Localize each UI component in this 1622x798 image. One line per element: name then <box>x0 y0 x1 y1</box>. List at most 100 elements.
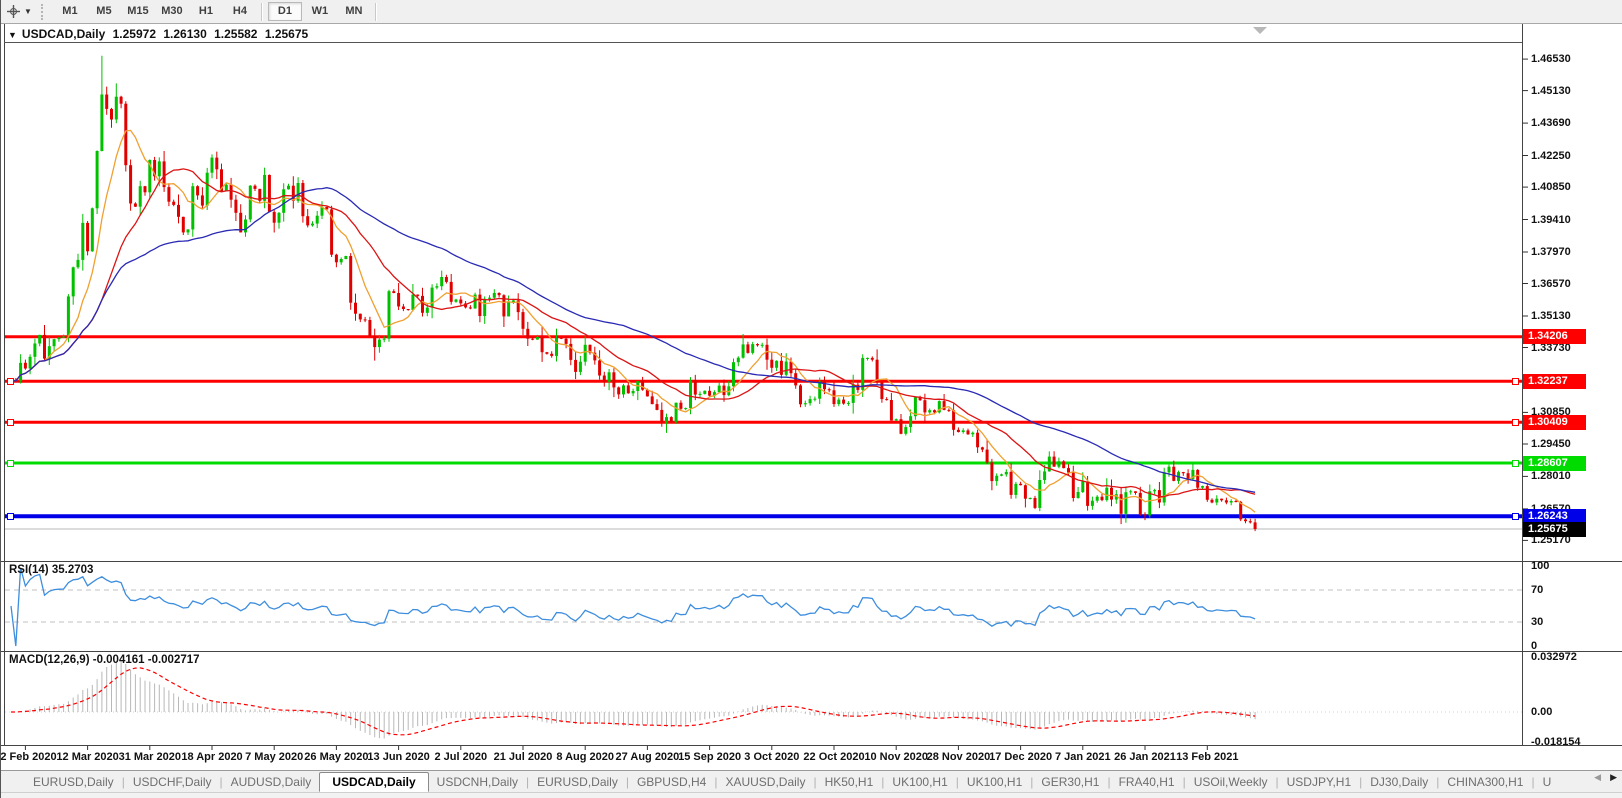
hline-price-label: 1.32237 <box>1523 373 1586 389</box>
price-tick: 1.45130 <box>1531 84 1571 97</box>
timeframe-button-m15[interactable]: M15 <box>127 5 149 17</box>
date-label: 28 Nov 2020 <box>926 751 991 763</box>
chart-menu-icon[interactable]: ▼ <box>8 30 17 40</box>
tab-audusd-daily[interactable]: AUDUSD,Daily <box>230 774 312 789</box>
price-tick: 1.25170 <box>1531 534 1571 547</box>
tab-china300-h1[interactable]: CHINA300,H1 <box>1447 774 1524 789</box>
date-label: 8 Aug 2020 <box>556 751 615 763</box>
price-tick: 1.33730 <box>1531 341 1571 354</box>
pane-separator-macd[interactable] <box>1 649 1622 653</box>
price-tick: 1.46530 <box>1531 53 1571 66</box>
macd-value-main: -0.004161 <box>92 654 145 666</box>
macd-value-signal: -0.002717 <box>147 654 200 666</box>
tab-dj30-daily[interactable]: DJ30,Daily <box>1370 774 1429 789</box>
tab-separator: | <box>881 774 885 789</box>
tab-gbpusd-h4[interactable]: GBPUSD,H4 <box>636 774 707 789</box>
hline-handle-left[interactable] <box>7 460 14 467</box>
date-label: 26 Jan 2021 <box>1114 751 1176 763</box>
tab-separator: | <box>1182 774 1186 789</box>
date-label: 7 May 2020 <box>245 751 304 763</box>
tab-usdcnh-daily[interactable]: USDCNH,Daily <box>436 774 519 789</box>
tab-separator: | <box>1275 774 1279 789</box>
main-plot-area[interactable] <box>5 44 1522 560</box>
timeframe-button-mn[interactable]: MN <box>345 5 363 17</box>
hline-handle-right[interactable] <box>1512 419 1519 427</box>
chart-symbol-label: USDCAD,Daily <box>21 27 106 41</box>
price-tick: 1.29450 <box>1531 438 1571 450</box>
date-label: 18 Apr 2020 <box>181 751 243 763</box>
chart-tab-bar: EURUSD,Daily | USDCHF,Daily | AUDUSD,Daily US… <box>1 770 1622 792</box>
crosshair-cursor-icon[interactable] <box>3 3 23 21</box>
tab-usdjpy-h1[interactable]: USDJPY,H1 <box>1286 774 1352 789</box>
hline-price-label: 1.28607 <box>1523 455 1586 471</box>
timeframe-button-m5[interactable]: M5 <box>96 5 112 17</box>
tab-usdcad-daily[interactable]: USDCAD,Daily <box>319 771 429 792</box>
price-tick: 1.39410 <box>1531 213 1571 226</box>
hline-handle-right[interactable] <box>1512 460 1519 467</box>
rsi-label: RSI(14) 35.2703 <box>9 564 93 576</box>
tab-eurusd-daily[interactable]: EURUSD,Daily <box>33 774 114 789</box>
pane-separator-rsi[interactable] <box>1 559 1622 563</box>
date-label: 15 Sep 2020 <box>678 751 742 763</box>
hline-handle-left[interactable] <box>7 419 14 427</box>
timeframe-button-w1[interactable]: W1 <box>311 5 329 17</box>
rsi-name: RSI(14) <box>9 564 49 576</box>
date-label: 13 Jun 2020 <box>367 751 430 763</box>
macd-name: MACD(12,26,9) <box>9 654 90 666</box>
tab-eurusd-daily[interactable]: EURUSD,Daily <box>537 774 618 789</box>
tab-uk100-h1[interactable]: UK100,H1 <box>966 774 1023 789</box>
macd-pane[interactable] <box>5 653 1522 744</box>
tab-xauusd-daily[interactable]: XAUUSD,Daily <box>725 774 806 789</box>
ohlc-high: 1.26130 <box>163 27 207 41</box>
rsi-value: 35.2703 <box>51 564 94 576</box>
date-label: 31 Mar 2020 <box>118 751 181 763</box>
hline-price-label: 1.34206 <box>1523 329 1586 345</box>
tab-scroll-right-icon[interactable]: ▶ <box>1610 772 1617 782</box>
hline-handle-left[interactable] <box>7 378 14 386</box>
toolbar-separator <box>374 2 377 21</box>
date-label: 12 Mar 2020 <box>56 751 119 763</box>
timeframe-button-m30[interactable]: M30 <box>161 5 183 17</box>
ohlc-low: 1.25582 <box>214 27 258 41</box>
timeframe-button-h4[interactable]: H4 <box>232 5 247 17</box>
date-label: 13 Feb 2021 <box>1176 751 1239 763</box>
hline-price-label: 1.30409 <box>1523 414 1586 430</box>
price-tick: 1.37970 <box>1531 246 1571 258</box>
date-label: 21 Jul 2020 <box>493 751 553 763</box>
rsi-tick: 30 <box>1531 616 1544 628</box>
tab-scroll-arrows: ◀ ▶ <box>1588 772 1617 783</box>
timeframe-toolbar: ▼ M1 M5 M15 M30 H1 H4 D1 W1 MN <box>1 0 1622 24</box>
timeframe-button-d1[interactable]: D1 <box>267 2 302 21</box>
macd-tick: 0.032972 <box>1531 651 1577 663</box>
macd-tick: 0.00 <box>1531 706 1553 718</box>
hline-handle-left[interactable] <box>7 513 14 521</box>
status-strip <box>1 792 1622 798</box>
tab-ger30-h1[interactable]: GER30,H1 <box>1041 774 1100 789</box>
tab-uk100-h1[interactable]: UK100,H1 <box>892 774 948 789</box>
timeframe-buttons: M1 M5 M15 M30 H1 H4 D1 W1 MN <box>53 2 381 21</box>
tab-u[interactable]: U <box>1542 774 1552 789</box>
hline-handle-right[interactable] <box>1512 378 1519 386</box>
ohlc-close: 1.25675 <box>264 27 309 41</box>
tab-separator: | <box>714 774 718 789</box>
tab-hk50-h1[interactable]: HK50,H1 <box>824 774 874 789</box>
toolbar-grip[interactable] <box>40 3 48 20</box>
chart-shift-marker-icon <box>1253 27 1267 34</box>
timeframe-button-m1[interactable]: M1 <box>62 5 78 17</box>
rsi-tick: 100 <box>1531 560 1550 572</box>
macd-tick: -0.018154 <box>1531 736 1581 749</box>
tab-usoil-weekly[interactable]: USOil,Weekly <box>1193 774 1268 789</box>
tab-usdchf-daily[interactable]: USDCHF,Daily <box>132 774 212 789</box>
tab-fra40-h1[interactable]: FRA40,H1 <box>1118 774 1175 789</box>
rsi-pane[interactable] <box>5 563 1522 649</box>
timeframe-button-h1[interactable]: H1 <box>198 5 213 17</box>
price-tick: 1.35130 <box>1531 310 1571 322</box>
chart-title: ▼ USDCAD,Daily 1.25972 1.26130 1.25582 1.… <box>8 27 312 41</box>
hline-handle-right[interactable] <box>1512 513 1519 521</box>
cursor-dropdown-icon[interactable]: ▼ <box>24 7 32 16</box>
tab-separator: | <box>1030 774 1034 789</box>
ohlc-open: 1.25972 <box>112 27 157 41</box>
tab-separator: | <box>1436 774 1440 789</box>
tab-scroll-left-icon[interactable]: ◀ <box>1594 772 1602 782</box>
